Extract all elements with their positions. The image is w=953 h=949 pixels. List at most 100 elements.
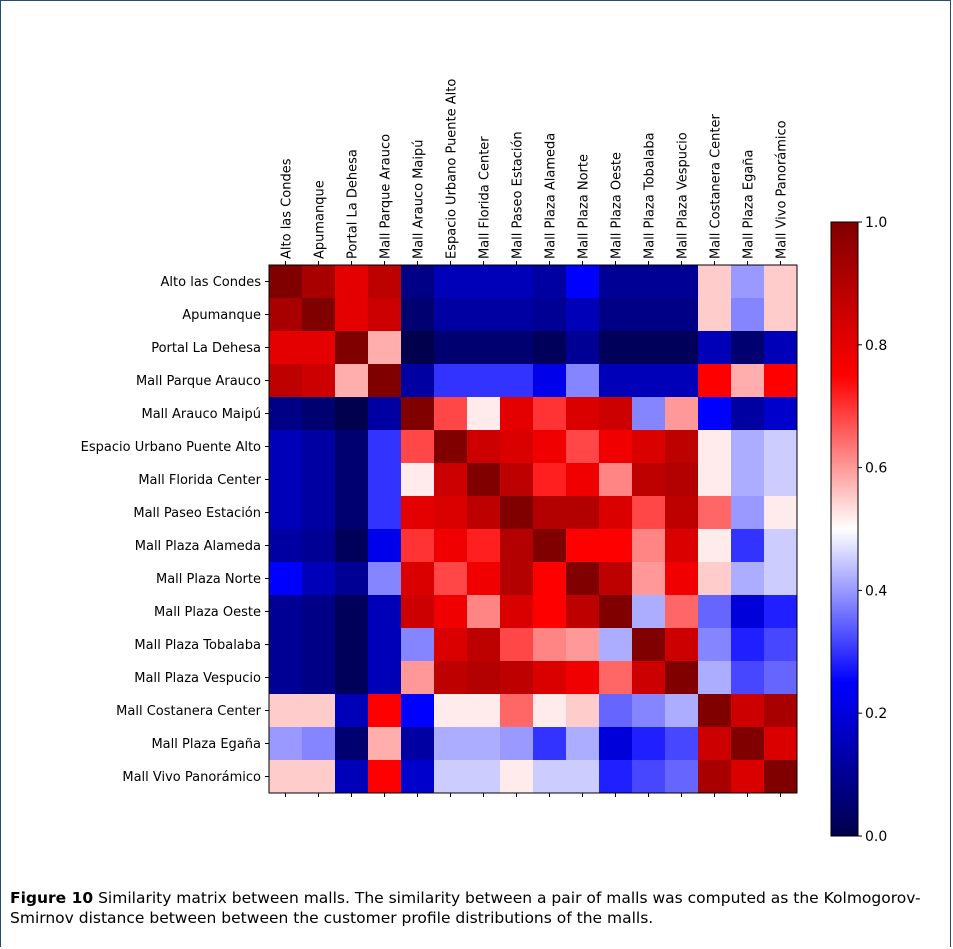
heatmap-cell <box>599 463 633 497</box>
heatmap-cell <box>401 694 435 728</box>
heatmap-cell <box>335 661 369 695</box>
heatmap-cell <box>401 562 435 596</box>
heatmap-cell <box>764 727 798 761</box>
heatmap-cell <box>731 331 765 365</box>
heatmap-cell <box>368 265 402 299</box>
heatmap-cell <box>500 595 534 629</box>
heatmap-cell <box>764 463 798 497</box>
heatmap-cell <box>731 760 765 794</box>
heatmap-cell <box>434 661 468 695</box>
heatmap-cell <box>533 364 567 398</box>
colorbar-tick-label: 0.2 <box>865 706 887 722</box>
heatmap-cell <box>764 529 798 563</box>
heatmap-cell <box>500 661 534 695</box>
heatmap-cell <box>302 265 336 299</box>
heatmap-cell <box>500 760 534 794</box>
heatmap-cell <box>467 298 501 332</box>
heatmap-cell <box>302 430 336 464</box>
heatmap-cell <box>467 694 501 728</box>
heatmap-cell <box>401 760 435 794</box>
heatmap-cell <box>698 265 732 299</box>
heatmap-cell <box>764 628 798 662</box>
heatmap-cell <box>269 430 303 464</box>
y-tick-label: Mall Plaza Oeste <box>154 605 261 620</box>
y-tick-label: Mall Plaza Vespucio <box>134 671 261 686</box>
heatmap-cell <box>434 496 468 530</box>
heatmap-cell <box>566 628 600 662</box>
heatmap-cell <box>665 463 699 497</box>
heatmap-cell <box>566 463 600 497</box>
heatmap-cell <box>533 562 567 596</box>
heatmap-cell <box>335 628 369 662</box>
heatmap-cell <box>731 694 765 728</box>
heatmap-cell <box>731 496 765 530</box>
heatmap-cell <box>566 529 600 563</box>
y-tick-label: Mall Plaza Tobalaba <box>134 638 261 653</box>
y-tick-label: Mall Paseo Estación <box>133 506 261 521</box>
heatmap-cell <box>269 628 303 662</box>
heatmap-cell <box>500 364 534 398</box>
heatmap-cell <box>335 298 369 332</box>
heatmap-cell <box>764 298 798 332</box>
heatmap-cell <box>599 496 633 530</box>
heatmap-cell <box>731 562 765 596</box>
y-tick-label: Mall Costanera Center <box>116 704 261 719</box>
heatmap-cell <box>467 463 501 497</box>
heatmap-cell <box>632 298 666 332</box>
heatmap-cell <box>665 397 699 431</box>
heatmap-cell <box>434 463 468 497</box>
heatmap-cell <box>698 760 732 794</box>
heatmap-cell <box>533 727 567 761</box>
x-tick-label: Portal La Dehesa <box>346 149 361 259</box>
heatmap-cell <box>302 463 336 497</box>
colorbar-tick-label: 0.4 <box>865 583 887 599</box>
heatmap-cell <box>335 760 369 794</box>
heatmap-cell <box>665 265 699 299</box>
heatmap-cell <box>269 595 303 629</box>
heatmap-cell <box>665 496 699 530</box>
heatmap-cell <box>467 727 501 761</box>
heatmap-cell <box>665 562 699 596</box>
heatmap-cell <box>632 265 666 299</box>
heatmap-cell <box>632 463 666 497</box>
heatmap-cell <box>467 331 501 365</box>
heatmap-cell <box>368 661 402 695</box>
heatmap-cell <box>368 595 402 629</box>
heatmap-cell <box>698 628 732 662</box>
heatmap-cell <box>467 760 501 794</box>
heatmap-cell <box>566 364 600 398</box>
heatmap-cell <box>302 496 336 530</box>
heatmap-cell <box>665 364 699 398</box>
heatmap-cell <box>368 727 402 761</box>
heatmap-cell <box>368 364 402 398</box>
heatmap-cell <box>500 562 534 596</box>
heatmap-cell <box>434 430 468 464</box>
heatmap-cell <box>599 661 633 695</box>
heatmap-cell <box>632 760 666 794</box>
heatmap-cell <box>368 463 402 497</box>
heatmap-cell <box>467 364 501 398</box>
heatmap-cell <box>401 529 435 563</box>
heatmap-cell <box>698 430 732 464</box>
heatmap-cell <box>665 760 699 794</box>
heatmap-cell <box>599 562 633 596</box>
x-tick-label: Apumanque <box>313 180 328 259</box>
heatmap-cell <box>434 265 468 299</box>
heatmap-cell <box>500 463 534 497</box>
heatmap-cell <box>467 661 501 695</box>
heatmap-cell <box>434 298 468 332</box>
heatmap-cell <box>764 364 798 398</box>
colorbar <box>830 221 859 837</box>
x-tick-label: Mall Parque Arauco <box>379 134 394 259</box>
heatmap-cell <box>401 397 435 431</box>
colorbar-tick-label: 0.0 <box>865 829 887 845</box>
heatmap-cell <box>632 628 666 662</box>
heatmap-cell <box>500 727 534 761</box>
heatmap-cell <box>665 430 699 464</box>
heatmap-cell <box>401 331 435 365</box>
x-tick-label: Mall Plaza Oeste <box>610 152 625 259</box>
heatmap-cell <box>764 760 798 794</box>
heatmap-cell <box>335 694 369 728</box>
heatmap-cell <box>434 562 468 596</box>
